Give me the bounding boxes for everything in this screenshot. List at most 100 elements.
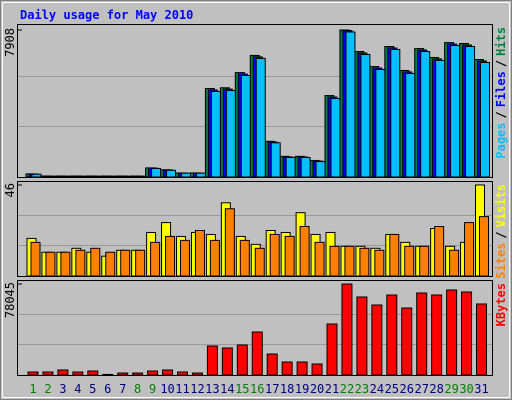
bar [162, 369, 174, 376]
bar [434, 226, 445, 277]
bar [60, 251, 71, 277]
bar [30, 241, 41, 277]
x-tick-label: 13 [205, 382, 219, 396]
bar [284, 235, 295, 277]
bar [181, 172, 191, 178]
bar [91, 175, 102, 178]
bar [269, 233, 280, 277]
x-tick-label: 11 [175, 382, 189, 396]
bar [102, 373, 114, 376]
bar [117, 372, 129, 376]
bar [147, 370, 159, 376]
legend-separator: / [494, 60, 508, 67]
bar [135, 249, 146, 277]
y-tick-label: 7908 [3, 28, 17, 57]
x-tick-label: 24 [370, 382, 384, 396]
bar [210, 90, 221, 178]
bar [105, 251, 116, 277]
x-tick-label: 12 [190, 382, 204, 396]
bar [315, 161, 326, 178]
bar [87, 370, 99, 376]
bar [375, 69, 386, 178]
bar [27, 371, 39, 376]
bar [330, 98, 341, 178]
x-tick-label: 16 [250, 382, 264, 396]
x-tick-label: 2 [44, 382, 51, 396]
x-tick-label: 31 [474, 382, 488, 396]
bar [224, 208, 235, 277]
x-tick-label: 6 [104, 382, 111, 396]
x-tick-label: 5 [89, 382, 96, 396]
bar [106, 175, 117, 178]
outer-bevel [2, 2, 510, 398]
x-tick-label: 4 [74, 382, 81, 396]
x-tick-label: 29 [444, 382, 458, 396]
bar [194, 230, 205, 277]
bar [120, 249, 131, 277]
legend-entry: Files [494, 71, 508, 107]
bar [285, 156, 296, 178]
x-tick-label: 15 [235, 382, 249, 396]
bar [480, 61, 490, 178]
bar [371, 304, 383, 376]
bar [450, 45, 461, 178]
bar [90, 247, 101, 277]
bar [299, 226, 310, 277]
bar [132, 372, 144, 376]
x-tick-label: 25 [385, 382, 399, 396]
bar [151, 167, 162, 178]
bar [72, 371, 84, 376]
bar [136, 175, 147, 178]
bar [46, 175, 57, 178]
bar [240, 75, 251, 178]
bar [300, 156, 311, 178]
panel-frame [17, 280, 493, 376]
legend: Sites / Visits [494, 184, 508, 279]
y-tick-label: 46 [3, 183, 17, 197]
x-tick-label: 19 [295, 382, 309, 396]
bar [431, 294, 443, 376]
bar [356, 296, 368, 376]
x-tick-label: 17 [265, 382, 279, 396]
x-tick-label: 1 [29, 382, 36, 396]
bar [446, 289, 458, 376]
y-tick-label: 78045 [3, 282, 17, 318]
bar [76, 175, 87, 178]
bar [75, 249, 86, 277]
bar [45, 251, 56, 277]
x-tick-label: 22 [340, 382, 354, 396]
bar [180, 239, 190, 277]
bar [404, 245, 415, 277]
bar [121, 175, 132, 178]
x-tick-label: 7 [119, 382, 126, 396]
legend-separator: / [494, 231, 508, 238]
bar [254, 247, 265, 277]
bar [61, 175, 72, 178]
bar [386, 294, 398, 376]
bar [405, 72, 416, 178]
x-tick-label: 10 [160, 382, 174, 396]
bar [420, 51, 431, 178]
bar [326, 323, 338, 376]
chart-title: Daily usage for May 2010 [20, 8, 193, 22]
bar [374, 249, 385, 277]
x-tick-label: 14 [220, 382, 234, 396]
legend-entry: Hits [494, 27, 508, 56]
bar [476, 303, 487, 376]
x-tick-label: 3 [59, 382, 66, 396]
bar [191, 372, 203, 376]
bar [314, 241, 325, 277]
bar [344, 245, 355, 277]
bar [464, 222, 475, 277]
legend-entry: KBytes [494, 283, 508, 326]
x-tick-label: 28 [429, 382, 443, 396]
bar [435, 59, 446, 178]
bar [465, 46, 476, 178]
bar [419, 245, 430, 277]
bar [225, 90, 236, 178]
bar [195, 172, 206, 178]
x-tick-label: 20 [310, 382, 324, 396]
bar [341, 283, 353, 376]
legend-entry: Pages [494, 123, 508, 159]
